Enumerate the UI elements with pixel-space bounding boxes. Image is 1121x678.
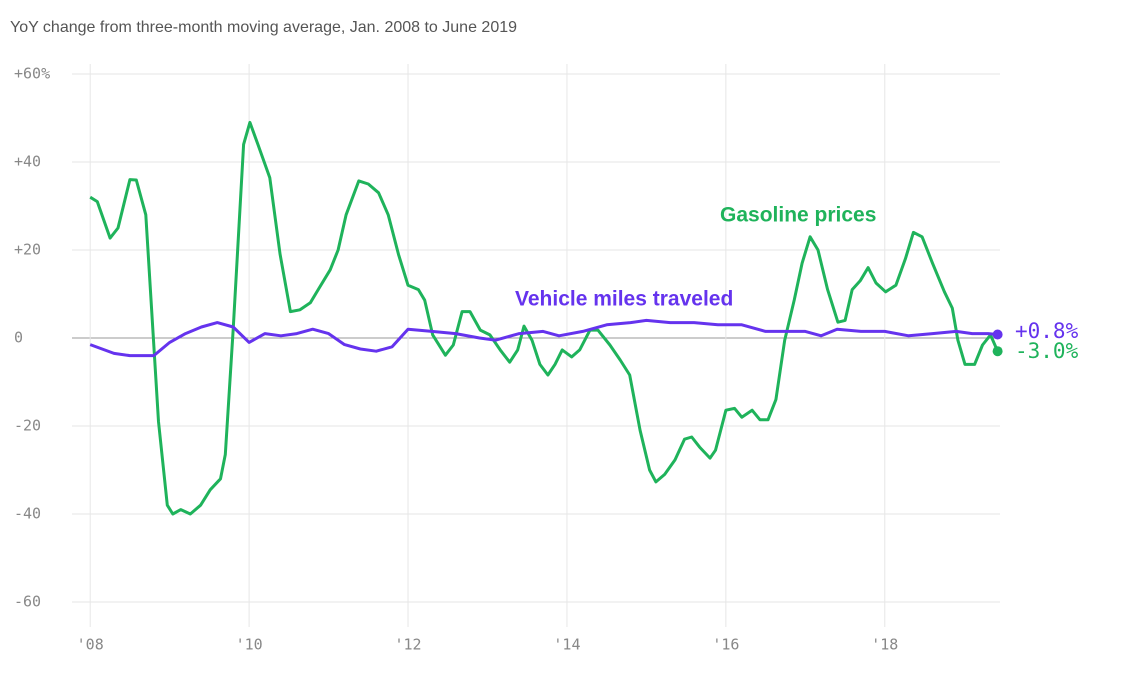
line — [89, 120, 999, 516]
y-tick-label: -40 — [14, 505, 41, 523]
y-tick-label: +20 — [14, 241, 41, 259]
x-tick-label: '16 — [712, 636, 739, 654]
y-tick-label: -60 — [14, 593, 41, 611]
x-tick-label: '10 — [236, 636, 263, 654]
x-tick-label: '08 — [77, 636, 104, 654]
series-label: Gasoline prices — [720, 204, 876, 227]
x-tick-label: '18 — [871, 636, 898, 654]
end-label: +0.8% — [1015, 319, 1079, 343]
chart-subtitle: YoY change from three-month moving avera… — [10, 19, 517, 36]
y-tick-label: 0 — [14, 329, 23, 347]
x-tick-label: '12 — [394, 636, 421, 654]
x-tick-label: '14 — [553, 636, 580, 654]
series-label: Vehicle miles traveled — [515, 288, 733, 311]
end-label: -3.0% — [1015, 339, 1079, 363]
line — [89, 318, 998, 358]
y-tick-label: +40 — [14, 153, 41, 171]
y-tick-label: +60% — [14, 65, 50, 83]
y-tick-label: -20 — [14, 417, 41, 435]
end-dot — [992, 346, 1003, 357]
end-dot — [992, 329, 1003, 340]
